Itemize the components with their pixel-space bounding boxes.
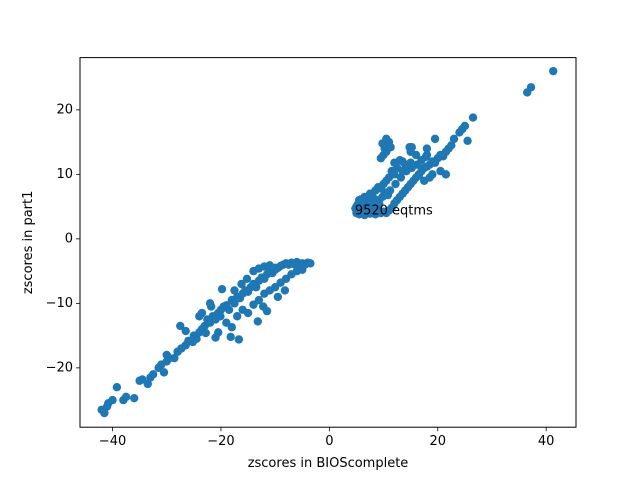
data-point	[243, 308, 253, 318]
data-point	[217, 284, 227, 294]
data-point	[391, 179, 400, 189]
data-point	[226, 332, 235, 342]
data-point	[376, 154, 386, 163]
data-point	[121, 392, 131, 402]
x-tick-label: −20	[207, 434, 234, 449]
data-point	[192, 334, 201, 344]
data-point	[130, 393, 139, 403]
data-point	[549, 66, 558, 76]
data-point	[242, 274, 252, 284]
data-point	[412, 160, 422, 169]
data-point	[396, 173, 406, 182]
points-layer	[97, 66, 558, 418]
data-point	[234, 335, 244, 344]
data-point	[273, 292, 283, 302]
data-point	[406, 158, 415, 167]
data-point	[386, 143, 395, 152]
x-axis: −40 −20 0 20 40	[99, 427, 555, 449]
data-point	[398, 166, 407, 176]
data-point	[237, 279, 246, 289]
y-tick-label: −10	[46, 296, 73, 311]
data-point	[211, 333, 220, 342]
data-point	[414, 170, 423, 179]
x-tick-label: 0	[325, 434, 333, 449]
data-point	[280, 286, 290, 295]
data-point	[306, 259, 315, 268]
data-point	[262, 306, 272, 316]
y-tick-label: 10	[56, 167, 73, 182]
annotations-layer: 9520 eqtms	[355, 204, 433, 219]
data-point	[430, 134, 440, 144]
y-axis: −20 −10 0 10 20	[46, 102, 80, 375]
data-point	[382, 134, 391, 144]
data-point	[216, 312, 225, 321]
data-point	[447, 141, 456, 150]
data-point	[162, 350, 171, 360]
plot-frame	[79, 57, 577, 428]
data-point	[100, 408, 109, 418]
data-point	[201, 328, 210, 338]
data-point	[468, 113, 478, 122]
x-tick-label: 40	[538, 434, 555, 449]
data-point	[385, 186, 395, 195]
data-point	[390, 158, 399, 167]
annotation-label: 9520 eqtms	[355, 204, 433, 219]
data-point	[411, 150, 421, 160]
data-point	[449, 134, 459, 144]
data-point	[176, 321, 185, 331]
data-point	[233, 312, 242, 321]
y-tick-label: 0	[65, 231, 73, 246]
data-point	[422, 144, 432, 153]
data-point	[143, 379, 152, 389]
data-point	[251, 283, 261, 292]
data-point	[526, 83, 536, 92]
data-point	[463, 136, 472, 146]
data-point	[205, 299, 215, 308]
y-tick-label: −20	[46, 360, 73, 375]
data-point	[181, 326, 190, 336]
data-point	[170, 353, 179, 363]
data-point	[224, 305, 234, 315]
data-point	[230, 299, 239, 308]
data-point	[148, 370, 158, 379]
x-axis-label: zscores in BIOScomplete	[248, 456, 409, 471]
data-point	[390, 170, 399, 179]
data-point	[407, 143, 416, 152]
data-point	[112, 383, 122, 392]
data-point	[356, 195, 365, 204]
data-point	[227, 323, 236, 332]
data-point	[298, 265, 307, 275]
data-point	[421, 152, 431, 162]
data-point	[159, 368, 169, 377]
data-point	[425, 173, 434, 182]
data-point	[375, 199, 384, 208]
y-axis-label: zscores in part1	[21, 191, 36, 295]
data-point	[270, 263, 280, 273]
data-point	[460, 121, 470, 131]
x-tick-label: 20	[429, 434, 446, 449]
data-point	[230, 286, 239, 295]
x-tick-label: −40	[99, 434, 126, 449]
y-tick-label: 20	[56, 102, 73, 117]
data-point	[108, 395, 117, 405]
data-point	[254, 295, 264, 305]
data-point	[197, 308, 207, 318]
data-point	[441, 170, 451, 179]
data-point	[253, 317, 262, 326]
